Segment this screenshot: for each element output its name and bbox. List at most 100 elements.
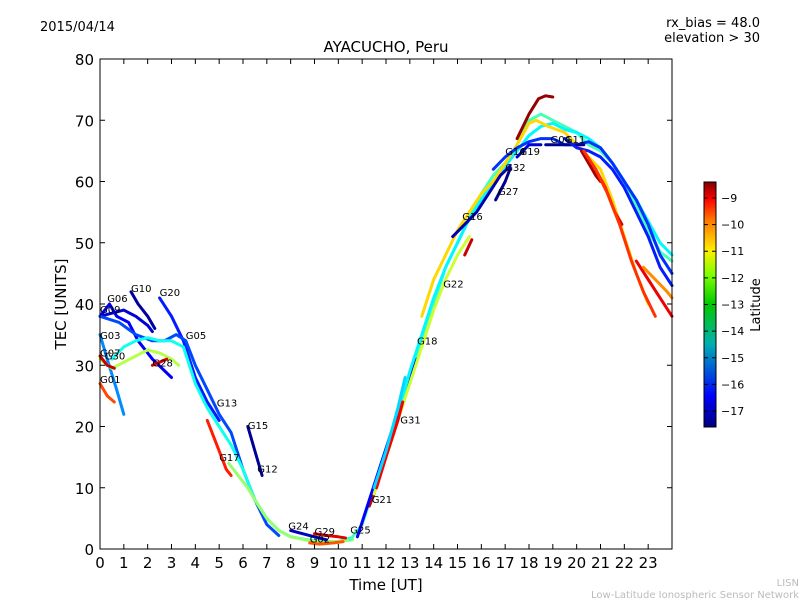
series-line-g27 (494, 167, 512, 202)
x-tick-label: 1 (119, 554, 129, 572)
series-line-g36 (372, 235, 471, 496)
chart-title: AYACUCHO, Peru (323, 38, 448, 56)
series-label-g09: G09 (100, 305, 120, 316)
date-label: 2015/04/14 (40, 20, 115, 35)
colorbar-tick-label: −11 (721, 245, 744, 258)
x-tick-label: 19 (543, 554, 562, 572)
x-tick-label: 7 (262, 554, 272, 572)
x-tick-label: 3 (167, 554, 177, 572)
series-label-g07: G07 (100, 349, 120, 360)
x-axis: 0 1 2 3 4 5 6 7 8 9 10 11 12 13 14 15 16 17 18 19 20 21 22 23 (95, 59, 658, 572)
series-line-g13 (110, 336, 352, 544)
series-line-g30 (98, 354, 116, 370)
x-tick-label: 10 (329, 554, 348, 572)
series-line-g33 (582, 149, 657, 318)
y-tick-label: 30 (75, 357, 94, 375)
series-line-g37 (375, 400, 405, 490)
colorbar-label: Latitude (749, 278, 764, 332)
x-tick-label: 22 (615, 554, 634, 572)
series-line-g19 (515, 143, 543, 159)
series-group (98, 94, 674, 546)
series-label-g15: G15 (248, 421, 268, 432)
series-line-g24 (289, 529, 328, 542)
colorbar-tick-label: −13 (721, 299, 744, 312)
series-label-g12: G12 (257, 464, 277, 475)
series-label-g27: G27 (498, 187, 518, 198)
series-line-g17 (205, 418, 233, 477)
y-axis-label: TEC [UNITS] (52, 259, 70, 351)
series-line-g32 (463, 238, 474, 257)
x-tick-label: 20 (567, 554, 586, 572)
series-label-g22: G22 (443, 280, 463, 291)
colorbar-ticks: −9 −10 −11 −12 −13 −14 −15 −16 −17 (704, 192, 744, 418)
y-tick-label: 70 (75, 112, 94, 130)
x-tick-label: 23 (639, 554, 658, 572)
series-line-g22 (420, 118, 650, 318)
series-line-g06 (98, 302, 173, 379)
series-label-g14: G14 (505, 147, 525, 158)
series-label-g19: G19 (520, 147, 540, 158)
series-line-g09 (98, 308, 154, 334)
series-label-g11: G11 (565, 135, 585, 146)
y-tick-label: 10 (75, 480, 94, 498)
footer-network-full: Low-Latitude Ionospheric Sensor Network (591, 590, 799, 600)
footer-network-short: LISN (777, 578, 799, 589)
x-tick-label: 15 (448, 554, 467, 572)
series-line-g15 (246, 425, 264, 477)
series-line-g02 (308, 540, 345, 546)
x-tick-label: 11 (353, 554, 372, 572)
x-tick-label: 14 (424, 554, 443, 572)
y-tick-label: 20 (75, 419, 94, 437)
x-tick-label: 5 (214, 554, 224, 572)
plot-frame (99, 58, 673, 550)
series-label-g13: G13 (217, 398, 237, 409)
series-line-g38 (372, 376, 407, 490)
colorbar-tick-label: −9 (721, 192, 737, 205)
x-tick-label: 9 (310, 554, 320, 572)
series-line-g03 (98, 333, 126, 416)
colorbar-tick-label: −12 (721, 272, 744, 285)
series-line-g16 (451, 164, 512, 239)
series-label-g02: G02 (310, 534, 330, 545)
series-label-g10: G10 (131, 284, 151, 295)
series-line-g28 (150, 357, 169, 367)
series-label-g03: G03 (100, 331, 120, 342)
x-tick-label: 12 (376, 554, 395, 572)
colorbar-tick-label: −14 (721, 325, 744, 338)
series-line-g20 (158, 296, 221, 422)
series-label-g31: G31 (400, 415, 420, 426)
series-label-g18: G18 (417, 336, 437, 347)
series-label-g24: G24 (288, 521, 308, 532)
y-tick-label: 60 (75, 174, 94, 192)
x-tick-label: 0 (95, 554, 105, 572)
colorbar-tick-label: −10 (721, 219, 744, 232)
series-line-g08 (515, 94, 555, 141)
series-label-g28: G28 (152, 359, 172, 370)
series-label-g20: G20 (160, 288, 180, 299)
colorbar-tick-label: −16 (721, 378, 744, 391)
rx-bias-label: rx_bias = 48.0 (666, 16, 760, 31)
series-line-g21 (367, 492, 376, 508)
series-line-g10 (129, 290, 157, 330)
x-tick-label: 21 (591, 554, 610, 572)
series-line-g12 (227, 461, 355, 544)
x-axis-label: Time [UT] (348, 576, 422, 594)
series-line-g35 (641, 265, 674, 300)
series-label-g05: G05 (186, 331, 206, 342)
series-label-g32: G32 (505, 163, 525, 174)
series-label-g29: G29 (315, 527, 335, 538)
series-line-g11 (563, 137, 674, 288)
series-line-g34 (634, 259, 674, 318)
series-label-g16: G16 (462, 212, 482, 223)
series-label-g30: G30 (105, 352, 125, 363)
y-tick-label: 50 (75, 235, 94, 253)
series-label-g21: G21 (372, 495, 392, 506)
x-tick-label: 8 (286, 554, 296, 572)
x-tick-label: 18 (519, 554, 538, 572)
series-label-g01: G01 (100, 375, 120, 386)
series-line-g23 (579, 149, 602, 183)
y-tick-label: 0 (84, 541, 94, 559)
x-tick-label: 2 (143, 554, 153, 572)
series-line-g01 (98, 382, 116, 404)
x-tick-label: 13 (400, 554, 419, 572)
